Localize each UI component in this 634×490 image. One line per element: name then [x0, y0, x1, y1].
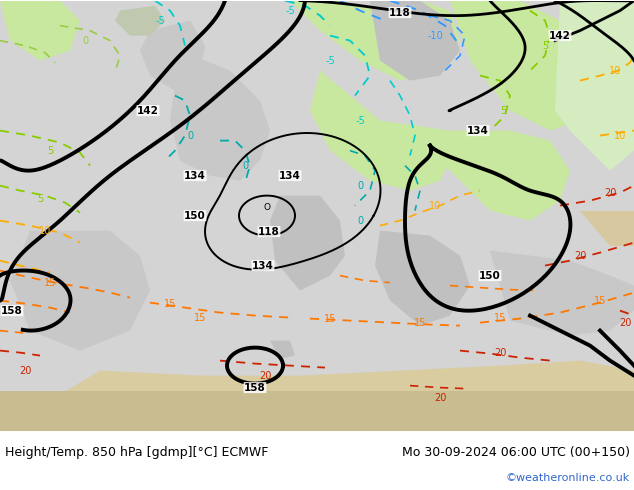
Text: 134: 134: [252, 261, 274, 270]
Text: 0: 0: [357, 181, 363, 191]
Text: 5: 5: [500, 106, 506, 116]
Polygon shape: [490, 250, 634, 336]
Polygon shape: [0, 0, 634, 431]
Text: 142: 142: [137, 106, 159, 116]
Text: 15: 15: [594, 295, 606, 306]
Text: 142: 142: [549, 30, 571, 41]
Text: 20: 20: [574, 250, 586, 261]
Polygon shape: [290, 0, 460, 80]
Text: ©weatheronline.co.uk: ©weatheronline.co.uk: [506, 473, 630, 483]
Text: 0: 0: [82, 36, 88, 46]
Text: 118: 118: [389, 8, 411, 18]
Text: 15: 15: [414, 318, 426, 328]
Polygon shape: [0, 361, 634, 431]
Text: 0: 0: [187, 131, 193, 141]
Polygon shape: [270, 341, 295, 359]
Text: -5: -5: [355, 116, 365, 125]
Text: 134: 134: [184, 171, 206, 181]
Text: 158: 158: [244, 383, 266, 392]
Text: 20: 20: [434, 392, 446, 403]
Text: 20: 20: [494, 347, 506, 358]
Text: 134: 134: [467, 125, 489, 136]
Text: Mo 30-09-2024 06:00 UTC (00+150): Mo 30-09-2024 06:00 UTC (00+150): [402, 446, 630, 459]
Text: 15: 15: [164, 298, 176, 309]
Polygon shape: [370, 0, 460, 80]
Text: O: O: [264, 203, 271, 212]
Text: 5: 5: [47, 146, 53, 156]
Polygon shape: [270, 196, 345, 291]
Text: 118: 118: [258, 226, 280, 237]
Polygon shape: [555, 0, 634, 171]
Polygon shape: [380, 121, 570, 220]
Text: 20: 20: [619, 318, 631, 328]
Polygon shape: [0, 391, 634, 431]
Polygon shape: [10, 231, 150, 351]
Polygon shape: [140, 21, 205, 91]
Polygon shape: [580, 211, 634, 245]
Text: 0: 0: [357, 216, 363, 225]
Text: -5: -5: [325, 55, 335, 66]
Text: 10: 10: [429, 200, 441, 211]
Text: 15: 15: [324, 314, 336, 323]
Text: Height/Temp. 850 hPa [gdmp][°C] ECMWF: Height/Temp. 850 hPa [gdmp][°C] ECMWF: [5, 446, 268, 459]
Polygon shape: [170, 50, 270, 181]
Text: 5: 5: [37, 194, 43, 204]
Polygon shape: [115, 5, 165, 36]
Text: 15: 15: [194, 313, 206, 322]
Text: 134: 134: [279, 171, 301, 181]
Text: 10: 10: [609, 66, 621, 75]
Text: 20: 20: [604, 188, 616, 197]
Text: -5: -5: [285, 5, 295, 16]
Text: 150: 150: [184, 211, 206, 220]
Text: -5: -5: [155, 16, 165, 25]
Polygon shape: [0, 0, 80, 61]
Polygon shape: [310, 71, 450, 191]
Text: 15: 15: [494, 313, 506, 322]
Text: 150: 150: [479, 270, 501, 281]
Text: -10: -10: [427, 30, 443, 41]
Text: 10: 10: [39, 225, 51, 236]
Text: 20: 20: [259, 370, 271, 381]
Text: 15: 15: [44, 278, 56, 288]
Polygon shape: [450, 0, 600, 131]
Polygon shape: [375, 231, 470, 325]
Text: 0: 0: [242, 161, 248, 171]
Text: 20: 20: [19, 366, 31, 376]
Text: 158: 158: [1, 306, 23, 316]
Text: 5: 5: [542, 41, 548, 50]
Text: 10: 10: [614, 131, 626, 141]
